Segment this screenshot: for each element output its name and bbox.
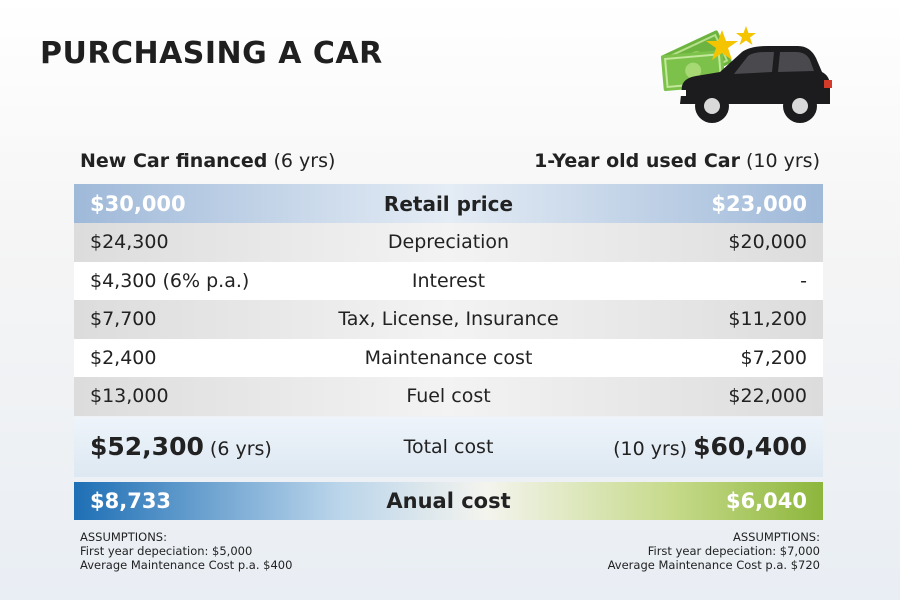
used-car-value: - [800, 269, 807, 292]
car-illustration [660, 26, 832, 123]
row-label: Fuel cost [406, 385, 491, 408]
used-car-period: (10 yrs) [746, 150, 820, 172]
used-car-annual-value: $6,040 [725, 488, 807, 513]
new-car-value: $2,400 [90, 346, 157, 369]
star-icon [706, 30, 738, 60]
used-car-column-header: 1-Year old used Car (10 yrs) [534, 150, 820, 172]
assumptions-heading: ASSUMPTIONS: [733, 530, 820, 544]
used-car-value: $20,000 [728, 231, 807, 254]
table-row-total-cost: $52,300 (6 yrs) Total cost (10 yrs) $60,… [74, 416, 823, 477]
table-row-annual-cost: $8,733 Anual cost $6,040 [74, 481, 823, 520]
cost-comparison-table: $30,000 Retail price $23,000 $24,300 Dep… [74, 184, 823, 520]
row-label: Depreciation [387, 231, 510, 254]
table-row-fuel: $13,000 Fuel cost $22,000 [74, 377, 823, 416]
row-label: Interest [411, 269, 486, 292]
table-row-interest: $4,300 (6% p.a.) Interest - [74, 261, 823, 300]
table-row-depreciation: $24,300 Depreciation $20,000 [74, 223, 823, 262]
used-car-assumptions: ASSUMPTIONS: First year depeciation: $7,… [608, 530, 820, 572]
new-car-value: $24,300 [90, 231, 169, 254]
new-car-total-value: $52,300 [90, 432, 204, 461]
used-car-total-period: (10 yrs) [613, 438, 688, 460]
row-label: Tax, License, Insurance [338, 308, 559, 331]
table-row-tax-license-insurance: $7,700 Tax, License, Insurance $11,200 [74, 300, 823, 339]
used-car-total-value: $60,400 [693, 432, 807, 461]
new-car-column-header: New Car financed (6 yrs) [80, 150, 335, 172]
row-label: Anual cost [386, 488, 511, 513]
new-car-assumptions: ASSUMPTIONS: First year depeciation: $5,… [80, 530, 292, 572]
new-car-annual-value: $8,733 [90, 488, 172, 513]
used-car-value: $22,000 [728, 385, 807, 408]
new-car-heading: New Car financed [80, 150, 268, 172]
star-icon [736, 26, 756, 45]
used-car-value: $23,000 [711, 191, 807, 216]
new-car-value: $7,700 [90, 308, 157, 331]
assumptions-heading: ASSUMPTIONS: [80, 530, 167, 544]
row-label: Maintenance cost [364, 346, 533, 369]
page-title: PURCHASING A CAR [40, 36, 383, 71]
row-label: Total cost [403, 435, 494, 458]
used-car-total: (10 yrs) $60,400 [613, 432, 807, 461]
car-icon [680, 46, 832, 123]
new-car-value: $13,000 [90, 385, 169, 408]
new-car-period: (6 yrs) [273, 150, 336, 172]
used-car-value: $11,200 [728, 308, 807, 331]
table-row-retail-price: $30,000 Retail price $23,000 [74, 184, 823, 223]
new-car-value: $30,000 [90, 191, 186, 216]
table-row-maintenance: $2,400 Maintenance cost $7,200 [74, 338, 823, 377]
new-car-value: $4,300 (6% p.a.) [90, 269, 250, 292]
new-car-total: $52,300 (6 yrs) [90, 432, 272, 461]
used-car-value: $7,200 [740, 346, 807, 369]
assumption-depreciation: First year depeciation: $7,000 [647, 544, 820, 558]
used-car-heading: 1-Year old used Car [534, 150, 740, 172]
row-label: Retail price [383, 191, 514, 216]
new-car-total-period: (6 yrs) [209, 438, 272, 460]
assumption-maintenance: Average Maintenance Cost p.a. $720 [607, 558, 820, 572]
assumption-depreciation: First year depeciation: $5,000 [80, 544, 253, 558]
assumption-maintenance: Average Maintenance Cost p.a. $400 [80, 558, 293, 572]
